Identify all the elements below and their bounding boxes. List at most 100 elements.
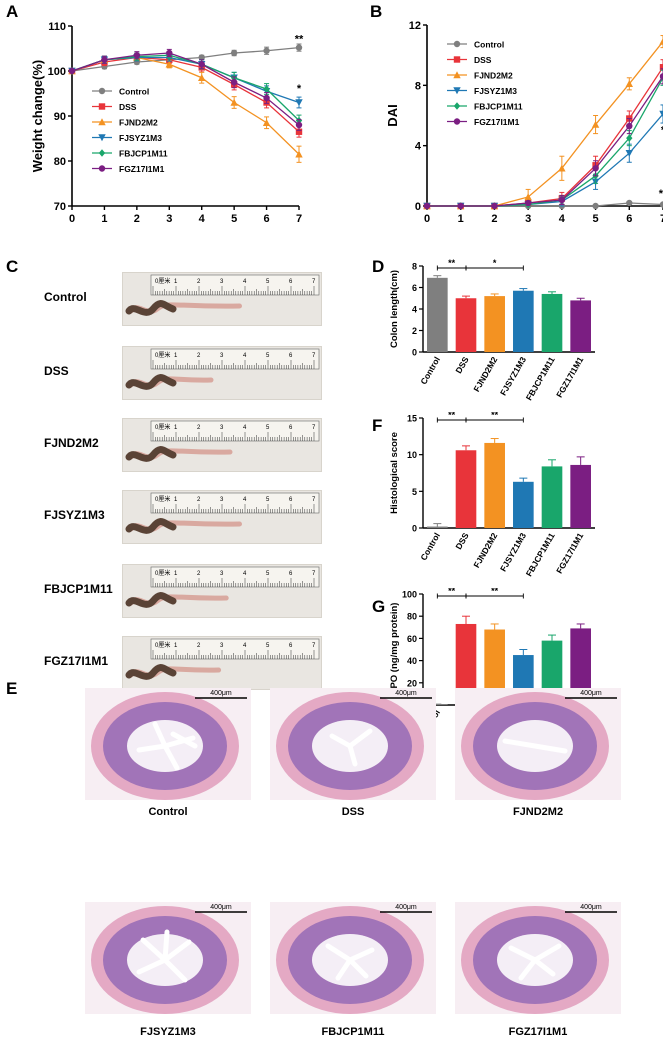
lumen-fold	[136, 721, 198, 771]
legend-marker	[453, 40, 461, 48]
colon-photo: 0厘米 1 2 3 4 5 6 7	[122, 564, 322, 618]
category-label: FJND2M2	[471, 531, 499, 570]
bar	[484, 629, 505, 705]
y-tick-label: 0	[415, 201, 421, 213]
scale-bar-label: 400μm	[210, 690, 232, 697]
bar	[427, 704, 448, 705]
ruler-number: 2	[197, 353, 201, 359]
ruler-number: 5	[266, 353, 270, 359]
x-tick-label: 3	[166, 213, 172, 225]
y-tick-label: 8	[415, 80, 421, 92]
legend-item: FJSYZ1M3	[92, 133, 162, 143]
ruler-number: 2	[197, 425, 201, 431]
x-tick-label: 4	[199, 213, 206, 225]
y-tick-label: 110	[48, 21, 66, 33]
legend-marker	[453, 87, 461, 95]
data-point	[524, 193, 532, 201]
y-tick-label: 8	[412, 262, 417, 272]
category-label: DSS	[453, 531, 471, 551]
legend-label: FBJCP1M11	[119, 149, 168, 159]
category-label: Control	[418, 531, 442, 562]
legend-label: FJSYZ1M3	[119, 133, 162, 143]
ruler	[150, 492, 320, 514]
ruler	[150, 348, 320, 370]
legend-marker	[453, 56, 461, 63]
panel-letter-a: A	[6, 2, 19, 21]
histology-label: FGZ17I1M1	[508, 1026, 568, 1038]
x-tick-label: 0	[69, 213, 75, 225]
ruler-number: 6	[289, 353, 293, 359]
data-point	[558, 196, 566, 204]
data-point	[295, 99, 303, 107]
ruler-number: 4	[243, 279, 247, 285]
x-tick-label: 2	[134, 213, 140, 225]
ruler-number: 7	[312, 571, 316, 577]
series-dss	[423, 59, 663, 210]
lumen-folds	[329, 728, 373, 767]
category-label: FGZ17I1M1	[554, 531, 585, 576]
x-axis-title: Days	[529, 227, 560, 228]
ruler-and-colon: 0厘米 1 2 3 4 5 6 7	[125, 566, 320, 608]
data-point	[625, 80, 633, 88]
data-point	[263, 85, 270, 93]
ruler-number: 5	[266, 643, 270, 649]
x-tick-label: 5	[231, 213, 237, 225]
ruler-number: 5	[266, 571, 270, 577]
y-tick-label: 10	[407, 450, 417, 460]
lumen-folds	[136, 929, 192, 983]
legend-marker	[98, 87, 106, 95]
legend-label: Control	[119, 87, 149, 97]
colon-label: FBJCP1M11	[44, 582, 113, 596]
x-tick-label: 1	[458, 213, 464, 225]
bar	[484, 442, 505, 528]
histology-image: 400μm	[85, 902, 251, 1014]
legend-label: DSS	[474, 55, 492, 65]
colon-label: FJSYZ1M3	[44, 508, 105, 522]
ruler-number: 7	[312, 425, 316, 431]
ruler-number: 1	[174, 279, 178, 285]
bar	[570, 628, 591, 705]
ruler	[150, 638, 320, 660]
ruler-number: 5	[266, 279, 270, 285]
legend-item: FJSYZ1M3	[447, 86, 517, 96]
data-point	[198, 54, 205, 61]
data-point	[295, 150, 303, 158]
significance-annotation: *	[661, 125, 663, 137]
histology-label: FJSYZ1M3	[140, 1026, 196, 1038]
ruler-number: 4	[243, 353, 247, 359]
lumen-fold	[508, 943, 562, 981]
legend-item: FJND2M2	[447, 71, 513, 81]
data-point	[295, 128, 303, 135]
data-point	[263, 94, 270, 102]
bar	[455, 623, 477, 705]
y-tick-label: 12	[409, 20, 421, 32]
colon-label: Control	[44, 290, 87, 304]
significance-annotation: **	[491, 588, 499, 596]
histology-label: Control	[148, 806, 188, 818]
ruler-number: 4	[243, 643, 247, 649]
ruler	[150, 420, 320, 442]
bar	[541, 466, 563, 528]
legend-label: DSS	[119, 102, 137, 112]
x-tick-label: 2	[491, 213, 497, 225]
weight-change-chart: 70 80 90 100 110 0 1 2 3 4 5 6 7 Days Weight change(%)…	[30, 21, 304, 228]
ruler-number: 6	[289, 571, 293, 577]
cecum-tissue	[125, 664, 177, 680]
y-tick-label: 100	[402, 590, 417, 600]
lumen-fold	[136, 929, 192, 983]
category-label: Control	[418, 355, 442, 386]
panel-letter-c: C	[6, 257, 19, 276]
ruler-unit-label: 0厘米	[155, 641, 170, 649]
ruler-and-colon: 0厘米 1 2 3 4 5 6 7	[125, 638, 320, 680]
significance-annotation: *	[493, 258, 497, 268]
y-tick-label: 4	[415, 141, 422, 153]
ruler-number: 5	[266, 497, 270, 503]
x-tick-label: 7	[296, 213, 302, 225]
category-label: FJSYZ1M3	[498, 355, 528, 397]
y-tick-label: 2	[412, 326, 417, 336]
significance-annotation: **	[659, 188, 663, 200]
x-axis-title: Days	[170, 227, 201, 228]
ruler-number: 1	[174, 643, 178, 649]
dai-chart: 0481201234567DaysDAI***ControlDSSFJND2M2…	[385, 20, 663, 228]
bar	[427, 526, 448, 528]
